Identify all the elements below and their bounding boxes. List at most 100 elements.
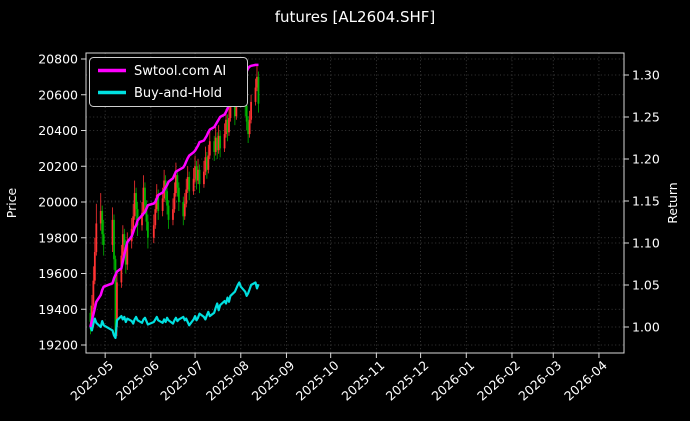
candle-body (257, 76, 260, 104)
candle-body (250, 101, 252, 120)
date-tick-label: 2025-09 (249, 358, 298, 404)
candle-body (256, 76, 258, 88)
date-tick-label: 2025-11 (339, 358, 388, 404)
return-tick-label: 1.25 (632, 110, 660, 125)
candle-body (225, 119, 227, 135)
candle-body (133, 193, 136, 217)
candle-body (157, 194, 160, 211)
candle-body (142, 187, 145, 213)
candle-body (176, 175, 179, 188)
candle-body (93, 252, 96, 281)
date-tick-label: 2025-05 (67, 358, 116, 404)
candle-body (177, 187, 180, 202)
candle-body (166, 191, 168, 206)
candle-body (182, 202, 185, 217)
candle-body (167, 205, 170, 220)
candle-body (121, 234, 124, 256)
candle-body (245, 105, 248, 122)
candle-body (132, 216, 135, 229)
candle-body (207, 155, 210, 170)
candle-body (113, 219, 115, 260)
candle-body (154, 209, 157, 226)
price-tick-label: 20400 (38, 123, 78, 138)
candle-body (205, 157, 208, 170)
candle-body (124, 244, 127, 265)
candle-body (90, 305, 93, 322)
candle-body (152, 225, 155, 238)
candle-body (185, 189, 188, 204)
candle-body (145, 205, 148, 222)
date-tick-label: 2026-04 (561, 358, 610, 404)
date-tick-label: 2026-02 (474, 358, 523, 404)
candle-body (126, 241, 129, 265)
candle-body (219, 135, 222, 149)
return-tick-label: 1.20 (632, 152, 660, 167)
candle-body (214, 137, 217, 152)
candle-body (248, 119, 251, 135)
candle-body (175, 175, 177, 194)
candle-body (147, 221, 149, 238)
candle-body (116, 282, 118, 328)
candlesticks (89, 62, 260, 338)
candle-body (247, 121, 250, 135)
plot-border (85, 52, 625, 354)
candle-body (223, 134, 226, 149)
candle-body (228, 117, 230, 133)
candle-body (186, 176, 189, 190)
candle-body (135, 193, 138, 210)
price-tick-label: 20000 (38, 195, 78, 210)
legend-box (89, 57, 248, 107)
candle-body (99, 210, 102, 224)
candle-body (204, 157, 207, 172)
candle-body (102, 234, 105, 245)
candle-body (203, 171, 205, 185)
candle-body (92, 280, 95, 306)
price-tick-label: 20600 (38, 87, 78, 102)
y-axis-label-price: Price (4, 187, 19, 218)
date-tick-label: 2025-07 (157, 358, 206, 404)
candle-body (136, 209, 139, 226)
return-tick-label: 1.00 (632, 320, 660, 335)
candle-body (183, 203, 186, 217)
legend: Swtool.com AI Buy-and-Hold (89, 57, 248, 107)
date-tick-label: 2026-03 (515, 358, 564, 404)
candle-body (101, 210, 104, 235)
candle-body (197, 169, 199, 181)
candle-body (233, 103, 236, 117)
candle-body (172, 209, 174, 220)
candle-body (229, 103, 232, 118)
return-tick-label: 1.10 (632, 236, 660, 251)
candle-body (217, 135, 220, 151)
return-tick-label: 1.15 (632, 194, 660, 209)
return-tick-label: 1.05 (632, 278, 660, 293)
candle-body (254, 87, 257, 102)
price-tick-label: 19800 (38, 230, 78, 245)
buy-and-hold-line (89, 281, 260, 339)
candle-body (213, 141, 216, 152)
candle-body (188, 176, 191, 192)
date-tick-label: 2025-10 (293, 358, 342, 404)
candle-body (208, 141, 211, 156)
candle-body (144, 187, 146, 206)
candle-body (141, 212, 143, 226)
chart-title: futures [AL2604.SHF] (275, 8, 436, 26)
price-tick-label: 20200 (38, 159, 78, 174)
legend-label-ai: Swtool.com AI (134, 64, 226, 79)
candle-body (226, 119, 229, 133)
legend-label-bh: Buy-and-Hold (134, 86, 222, 101)
candle-body (155, 194, 158, 210)
y-axis-label-return: Return (665, 182, 680, 223)
date-tick-label: 2025-08 (203, 358, 252, 404)
candle-body (198, 169, 201, 185)
candle-body (194, 166, 196, 179)
candle-body (195, 166, 198, 181)
date-tick-label: 2025-06 (113, 358, 162, 404)
candle-body (111, 219, 114, 245)
return-tick-label: 1.30 (632, 68, 660, 83)
price-tick-label: 19400 (38, 302, 78, 317)
price-tick-label: 19600 (38, 266, 78, 281)
candle-body (123, 234, 126, 245)
candle-body (95, 223, 98, 253)
